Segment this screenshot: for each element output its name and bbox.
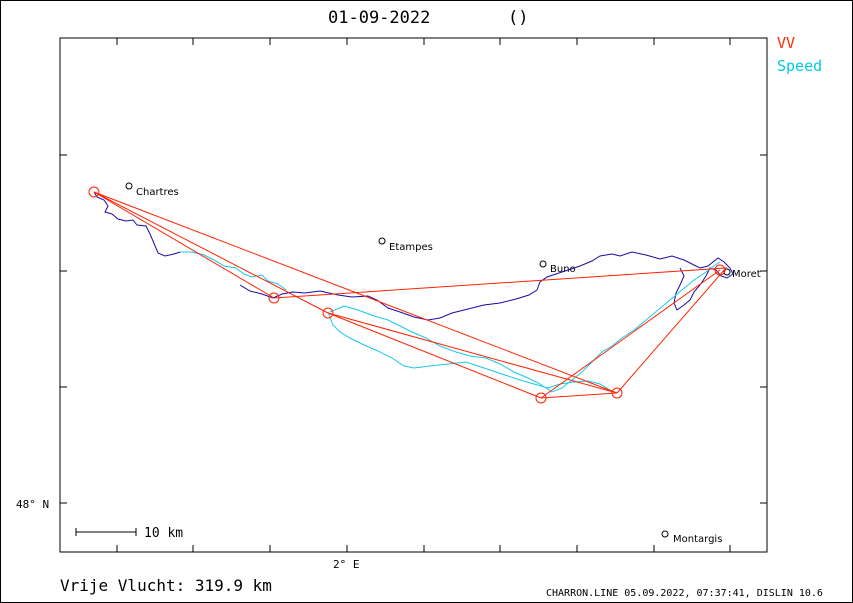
town-marker-chartres [125,182,133,190]
turnpoint-1 [88,186,100,198]
legend-speed: Speed [777,57,823,75]
turnpoint-5 [611,387,623,399]
flight-track-dark [93,191,734,321]
turnpoints [88,186,726,404]
scale-bar: 10 km [75,526,183,541]
town-label-buno: Buno [550,264,576,275]
town-label-etampes: Etampes [389,242,433,253]
turnpoint-6 [714,264,726,276]
town-marker-etampes [378,237,386,245]
plot-border [59,37,768,553]
legend-vv: VV [777,34,796,52]
turnpoint-2 [268,292,280,304]
town-marker-moret [723,268,731,276]
scale-bar-label: 10 km [144,526,183,541]
turnpoint-3 [322,307,334,319]
free-flight-distance: Vrije Vlucht: 319.9 km [60,576,272,595]
town-marker-buno [539,260,547,268]
axis-ticks [60,38,767,552]
town-label-montargis: Montargis [673,534,722,545]
task-legs [93,191,728,399]
pilot-name-parens: () [508,8,529,28]
lon-label: 2° E [333,558,360,571]
flight-date: 01-09-2022 [328,8,431,28]
plot-credit: CHARRON.LINE 05.09.2022, 07:37:41, DISLI… [546,588,823,599]
flight-track-light [180,251,721,394]
town-marker-montargis [661,530,669,538]
town-label-moret: Moret [732,269,761,280]
town-label-chartres: Chartres [136,187,179,198]
lat-label: 48° N [16,498,49,511]
turnpoint-4 [535,392,547,404]
